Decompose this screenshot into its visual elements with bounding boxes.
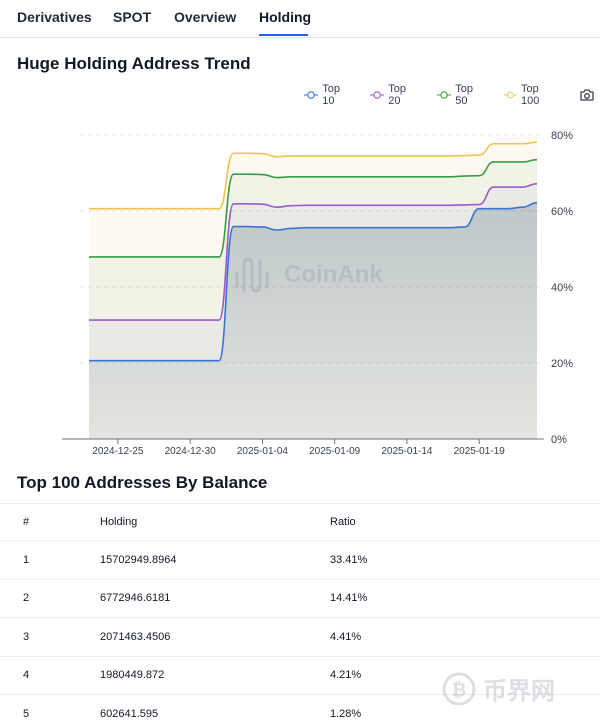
table-title: Top 100 Addresses By Balance [17,473,268,492]
cell-ratio: 14.41% [330,578,600,618]
legend-swatch-top50 [437,91,452,99]
legend-item-top10[interactable]: Top 10 [304,83,346,107]
trend-title: Huge Holding Address Trend [17,54,251,73]
cell-holding: 2071463.4506 [100,617,330,656]
cell-rank: 1 [0,540,100,579]
column-header-holding: Holding [100,503,330,541]
x-tick-label: 2025-01-04 [237,446,289,457]
legend-label-top50: Top 50 [455,83,473,107]
y-tick-label: 80% [551,130,573,142]
tab-derivatives[interactable]: Derivatives [17,9,92,25]
table-row[interactable]: 4 1980449.872 4.21% [0,655,600,695]
cell-rank: 4 [0,655,100,695]
line-top20 [89,182,538,321]
cell-ratio: 4.21% [330,655,600,695]
y-tick-label: 40% [551,282,573,294]
y-tick-label: 0% [551,434,567,446]
axes: 0% 20% 40% 60% 80% 2024-12-25 2024-12-30 2025-0… [62,130,573,457]
cell-rank: 2 [0,578,100,618]
camera-icon[interactable] [580,89,594,101]
tab-overview[interactable]: Overview [174,9,237,25]
cell-holding: 6772946.6181 [100,578,330,618]
series-lines [88,141,538,362]
line-top100 [88,141,538,210]
x-tick-label: 2025-01-14 [381,446,433,457]
line-top10 [88,201,538,362]
legend-item-top20[interactable]: Top 20 [370,83,412,107]
legend-swatch-top10 [304,91,319,99]
table-row[interactable]: 1 15702949.8964 33.41% [0,540,600,579]
legend-label-top20: Top 20 [388,83,406,107]
bijie-watermark-text: 币界网 [483,677,555,705]
legend-label-top10: Top 10 [322,83,340,107]
cell-holding: 602641.595 [100,694,330,724]
cell-rank: 5 [0,694,100,724]
holding-trend-chart: CoinAnk 0% 20% 40% 60% 80% 2024-12-25 2024-12-… [62,130,573,457]
column-header-rank: # [0,503,100,541]
table-row[interactable]: 5 602641.595 1.28% [0,694,600,724]
legend-item-top50[interactable]: Top 50 [437,83,479,107]
table-row[interactable]: 2 6772946.6181 14.41% [0,578,600,618]
line-top50 [88,158,538,258]
watermark-text: CoinAnk [284,261,383,288]
y-tick-label: 60% [551,206,573,218]
tab-holding[interactable]: Holding [259,9,312,25]
bijie-watermark: ₿ 币界网 [442,672,555,706]
bitcoin-symbol: ₿ [452,680,467,701]
column-header-ratio: Ratio [330,503,600,541]
tab-bar: Derivatives SPOT Overview Holding [0,0,600,38]
legend-swatch-top100 [504,91,517,99]
area-top10 [89,202,537,439]
cell-holding: 1980449.872 [100,655,330,695]
x-tick-label: 2024-12-25 [92,446,144,457]
table-header-row: # Holding Ratio [0,503,600,541]
x-tick-label: 2025-01-09 [309,446,361,457]
legend-swatch-top20 [370,91,385,99]
coinank-logo-icon [235,257,269,293]
active-tab-indicator [259,34,308,36]
coinank-watermark: CoinAnk [235,257,383,293]
cell-ratio: 33.41% [330,540,600,579]
cell-ratio: 1.28% [330,694,600,724]
cell-ratio: 4.41% [330,617,600,656]
legend-label-top100: Top 100 [520,83,540,107]
y-tick-label: 20% [551,358,573,370]
legend-item-top100[interactable]: Top 100 [504,83,546,107]
tab-spot[interactable]: SPOT [113,9,152,25]
cell-rank: 3 [0,617,100,656]
holdings-table: # Holding Ratio 1 15702949.8964 33.41% 2… [0,503,600,724]
bitcoin-coin-icon [442,672,476,706]
series-areas [89,142,537,439]
x-tick-label: 2025-01-19 [454,446,506,457]
cell-holding: 15702949.8964 [100,540,330,579]
table-row[interactable]: 3 2071463.4506 4.41% [0,617,600,656]
x-tick-label: 2024-12-30 [165,446,217,457]
